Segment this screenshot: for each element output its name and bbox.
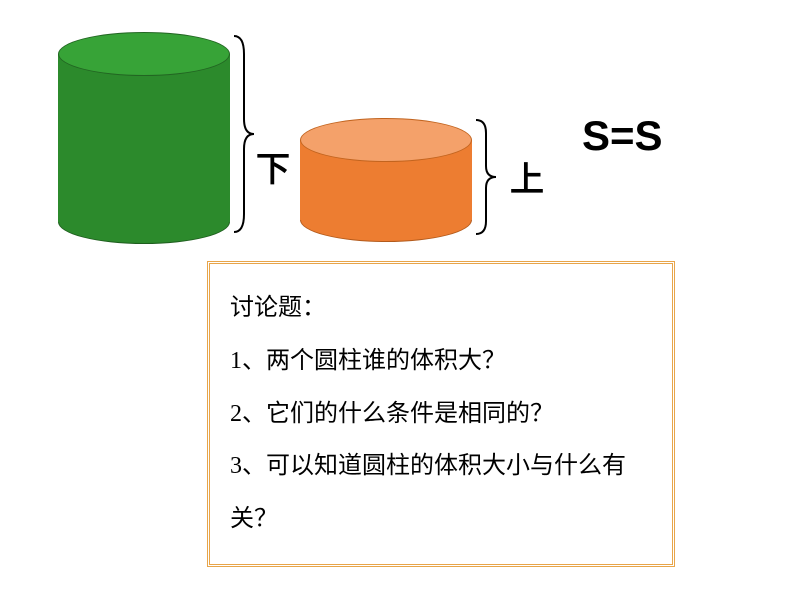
question-title: 讨论题： bbox=[230, 282, 652, 335]
brace-right bbox=[471, 118, 501, 236]
question-3: 3、可以知道圆柱的体积大小与什么有关？ bbox=[230, 440, 652, 546]
question-box: 讨论题： 1、两个圆柱谁的体积大？ 2、它们的什么条件是相同的？ 3、可以知道圆… bbox=[207, 261, 675, 567]
cylinder-right bbox=[300, 118, 472, 220]
cylinder-right-top bbox=[300, 118, 472, 162]
question-2: 2、它们的什么条件是相同的？ bbox=[230, 388, 652, 441]
question-1: 1、两个圆柱谁的体积大？ bbox=[230, 335, 652, 388]
cylinder-left-body bbox=[58, 54, 230, 222]
cylinder-left bbox=[58, 32, 230, 222]
formula-text: S=S bbox=[582, 112, 663, 160]
cylinder-left-top bbox=[58, 32, 230, 76]
label-left: 下 bbox=[256, 142, 290, 191]
label-right: 上 bbox=[510, 152, 544, 201]
brace-left bbox=[229, 34, 259, 234]
